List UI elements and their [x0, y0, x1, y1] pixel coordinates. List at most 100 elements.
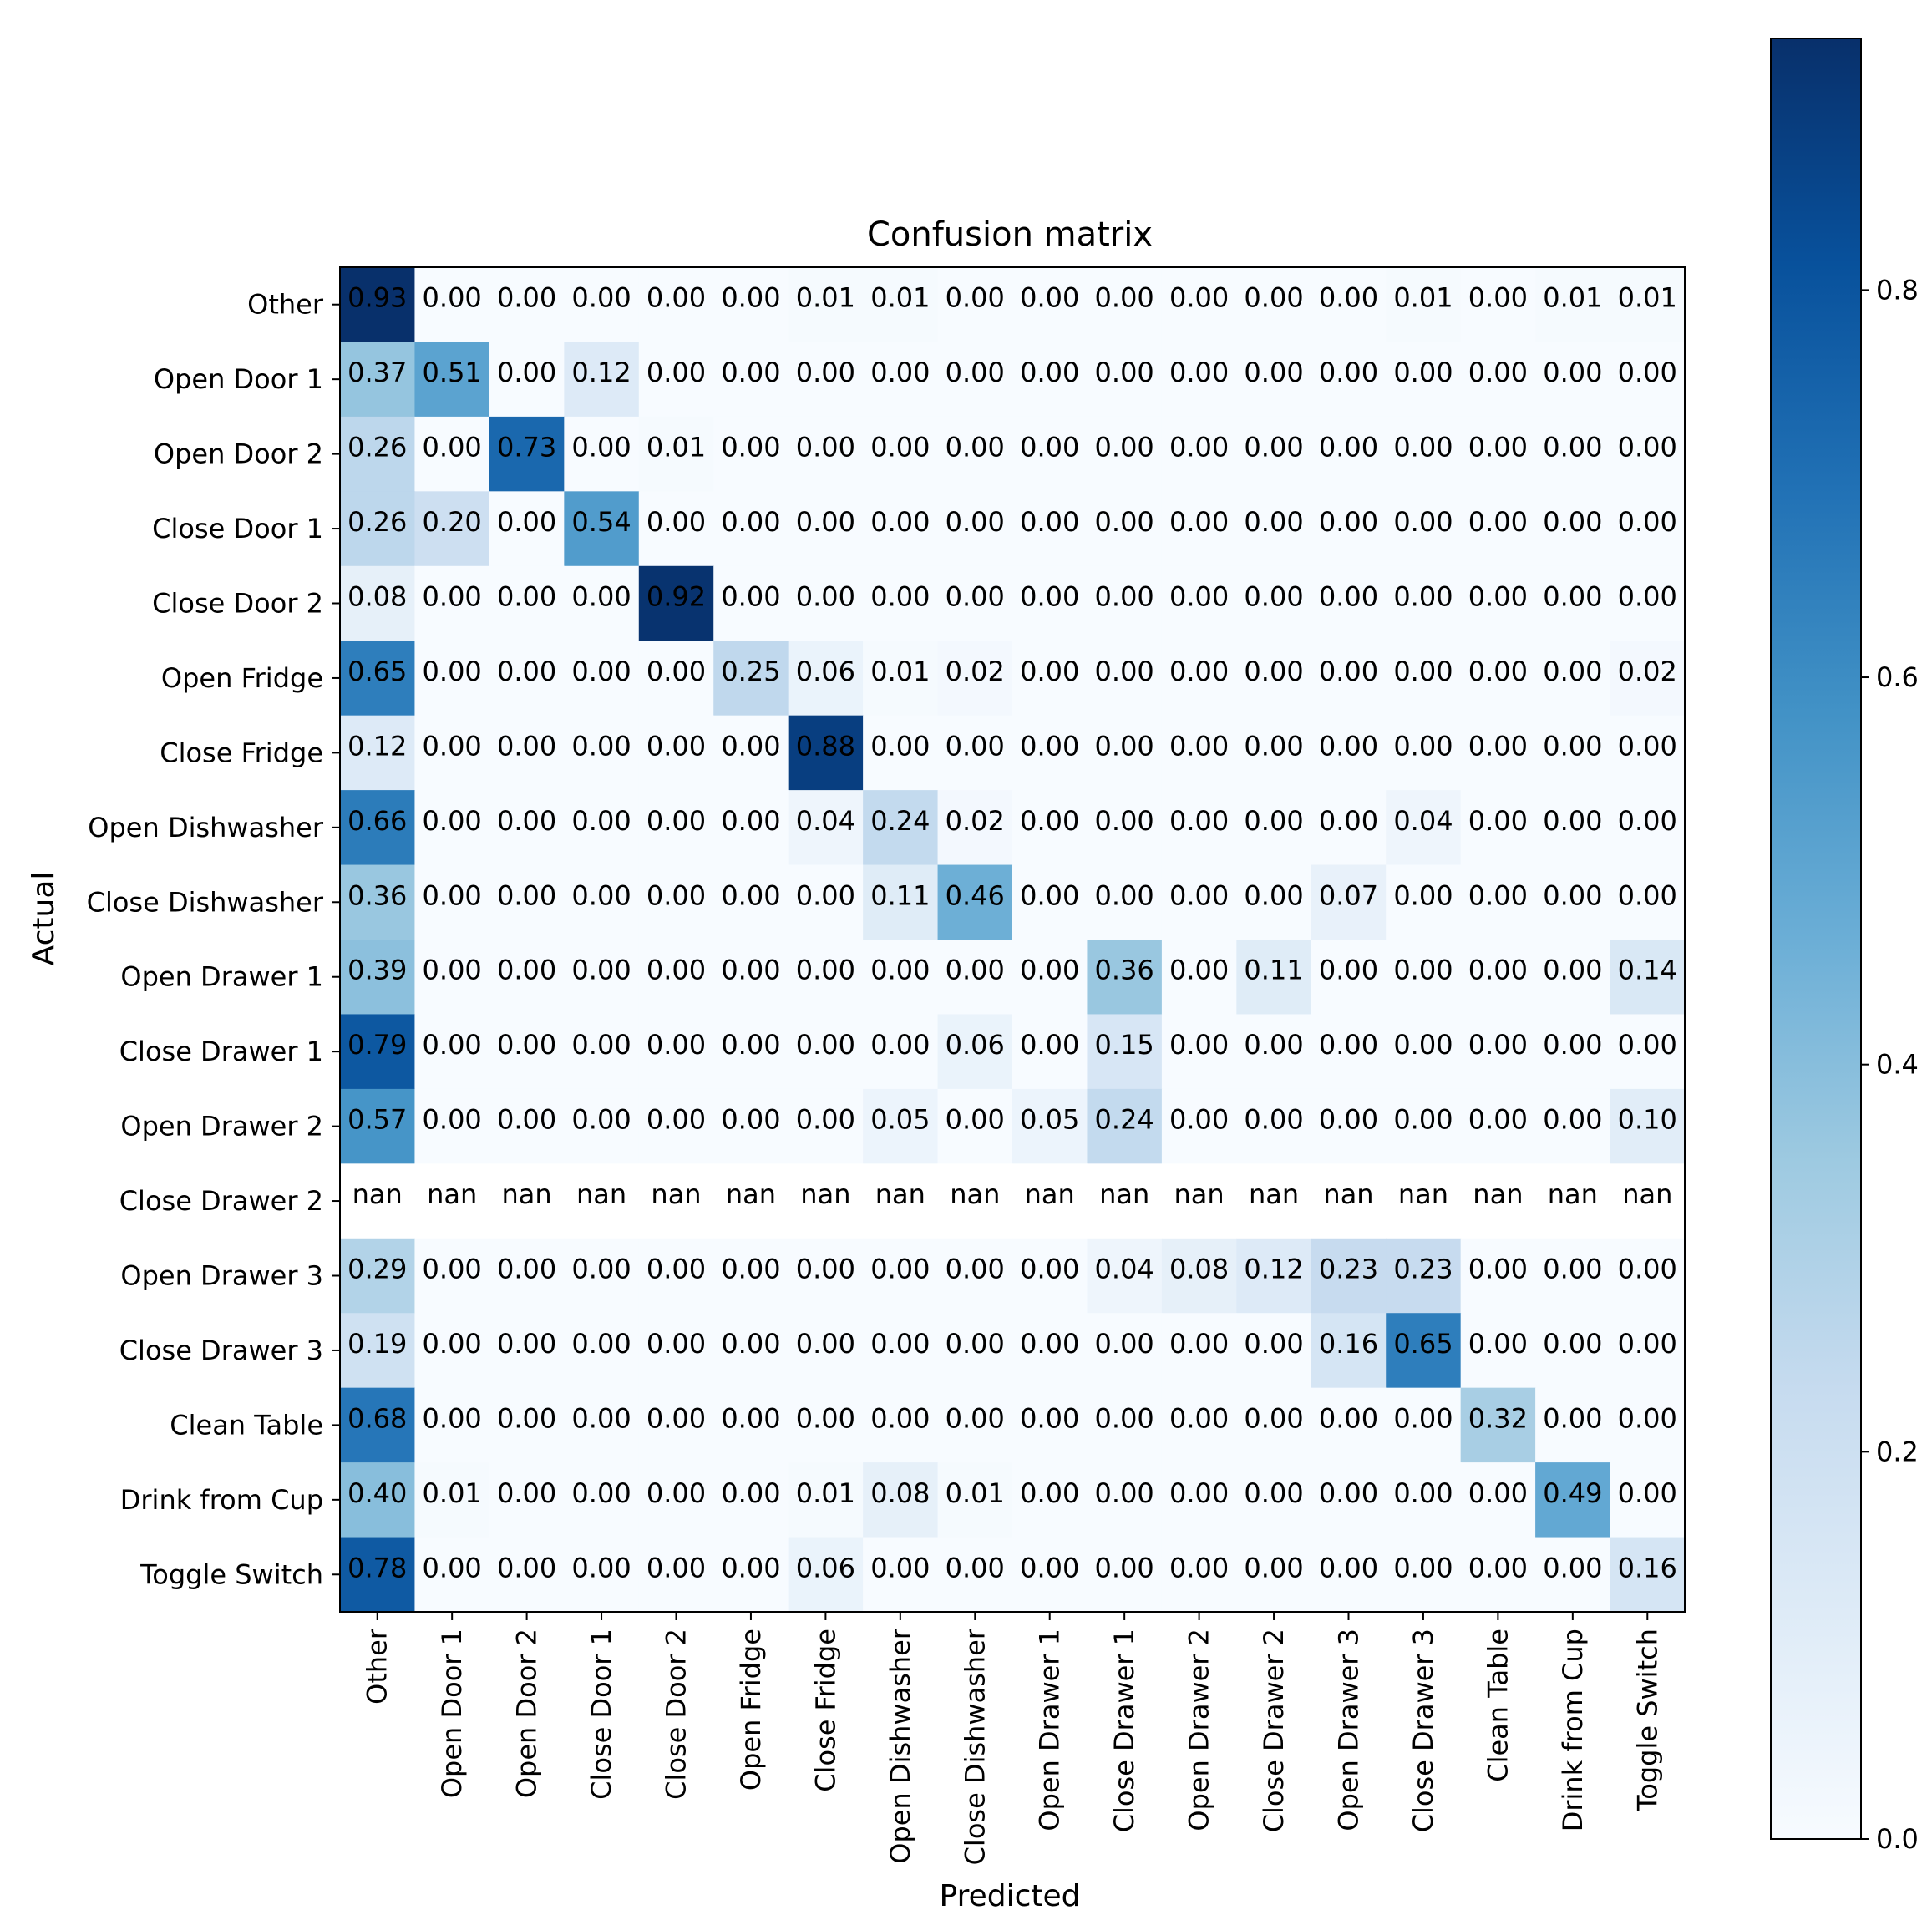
heatmap-cell	[1311, 715, 1387, 791]
cell-value: 0.00	[647, 730, 706, 762]
cell-value: 0.00	[1618, 879, 1677, 911]
cell-value: 0.01	[423, 1477, 482, 1509]
heatmap-cell	[1087, 565, 1163, 641]
cell-value: 0.04	[1095, 1254, 1154, 1285]
x-tick-label: Toggle Switch	[1631, 1629, 1663, 1812]
heatmap-cell	[1087, 491, 1163, 567]
cell-value: 0.00	[1020, 1328, 1079, 1360]
heatmap-cell	[713, 342, 789, 418]
heatmap-cell	[713, 864, 789, 940]
heatmap-cell	[489, 1163, 565, 1239]
x-tick-label: Close Dishwasher	[959, 1628, 991, 1865]
cell-value: 0.00	[870, 955, 930, 986]
heatmap-cell	[863, 342, 939, 418]
cell-value: 0.00	[497, 879, 556, 911]
cell-value: 0.00	[497, 357, 556, 388]
cell-value: 0.00	[647, 955, 706, 986]
cell-value: nan	[576, 1178, 626, 1210]
cell-value: nan	[1174, 1178, 1225, 1210]
heatmap-cell	[1610, 715, 1686, 791]
cell-value: 0.00	[1169, 1328, 1229, 1360]
heatmap-cell	[1610, 1462, 1686, 1538]
heatmap-cell	[340, 267, 416, 343]
cell-value: 0.00	[721, 805, 780, 837]
cell-value: 0.54	[571, 506, 631, 538]
cell-value: 0.19	[347, 1328, 407, 1360]
cell-value: 0.01	[647, 432, 706, 464]
cell-value: 0.00	[1618, 1029, 1677, 1061]
heatmap-cell	[937, 267, 1013, 343]
heatmap-cell	[414, 715, 490, 791]
heatmap-cell	[713, 1088, 789, 1164]
heatmap-cell	[564, 1238, 640, 1314]
heatmap-cell	[638, 416, 714, 492]
heatmap-cell	[340, 1238, 416, 1314]
heatmap-cell	[1386, 641, 1462, 717]
cell-value: 0.01	[1618, 282, 1677, 314]
cell-value: 0.00	[423, 1402, 482, 1434]
heatmap-cell	[564, 1387, 640, 1463]
heatmap-cell	[340, 1387, 416, 1463]
colorbar-tick-label: 0.0	[1876, 1823, 1919, 1855]
cell-value: 0.00	[1468, 805, 1528, 837]
cell-value: 0.66	[347, 805, 407, 837]
heatmap-cell	[788, 940, 864, 1016]
heatmap-cell	[788, 267, 864, 343]
heatmap-cells	[340, 267, 1686, 1613]
cell-value: 0.00	[423, 1104, 482, 1136]
heatmap-cell	[1311, 1313, 1387, 1389]
heatmap-cell	[788, 1163, 864, 1239]
heatmap-cell	[1161, 1313, 1237, 1389]
cell-value: 0.00	[571, 879, 631, 911]
heatmap-cell	[1311, 1088, 1387, 1164]
heatmap-cell	[937, 641, 1013, 717]
cell-value: 0.00	[497, 730, 556, 762]
heatmap-cell	[489, 715, 565, 791]
heatmap-cell	[863, 1163, 939, 1239]
heatmap-cell	[1236, 1313, 1312, 1389]
cell-value: 0.00	[721, 506, 780, 538]
cell-value: 0.01	[870, 656, 930, 687]
cell-value: 0.00	[423, 282, 482, 314]
heatmap-cell	[788, 864, 864, 940]
heatmap-cell	[414, 1462, 490, 1538]
cell-value: 0.00	[647, 1328, 706, 1360]
cell-value: 0.00	[647, 656, 706, 687]
y-tick-label: Close Dishwasher	[87, 886, 324, 918]
heatmap-cell	[1236, 491, 1312, 567]
cell-value: 0.00	[870, 1029, 930, 1061]
cell-value: 0.00	[423, 1552, 482, 1583]
heatmap-cell	[937, 342, 1013, 418]
heatmap-cell	[489, 416, 565, 492]
cell-value: 0.00	[1543, 730, 1602, 762]
heatmap-cell	[414, 1238, 490, 1314]
heatmap-cell	[1161, 1387, 1237, 1463]
cell-value: 0.00	[497, 1029, 556, 1061]
cell-value: 0.88	[796, 730, 855, 762]
heatmap-cell	[1610, 1313, 1686, 1389]
heatmap-cell	[564, 267, 640, 343]
cell-value: 0.00	[1244, 1104, 1303, 1136]
cell-value: 0.00	[1468, 1552, 1528, 1583]
heatmap-cell	[1386, 1462, 1462, 1538]
heatmap-cell	[638, 1163, 714, 1239]
cell-value: 0.00	[647, 1402, 706, 1434]
cell-value: 0.12	[1244, 1254, 1303, 1285]
x-tick-label: Close Door 2	[661, 1629, 692, 1800]
cell-value: 0.00	[1244, 879, 1303, 911]
cell-value: 0.04	[796, 805, 855, 837]
cell-value: 0.00	[1020, 581, 1079, 613]
heatmap-cell	[564, 715, 640, 791]
heatmap-cell	[1236, 1238, 1312, 1314]
heatmap-cell	[340, 416, 416, 492]
heatmap-cell	[340, 1163, 416, 1239]
cell-value: 0.00	[870, 1552, 930, 1583]
cell-value: 0.00	[721, 432, 780, 464]
heatmap-cell	[1610, 1088, 1686, 1164]
cell-value: 0.26	[347, 506, 407, 538]
cell-value: 0.00	[1020, 656, 1079, 687]
cell-value: nan	[1025, 1178, 1075, 1210]
heatmap-cell	[564, 641, 640, 717]
heatmap-cell	[713, 940, 789, 1016]
heatmap-cell	[1535, 1088, 1611, 1164]
